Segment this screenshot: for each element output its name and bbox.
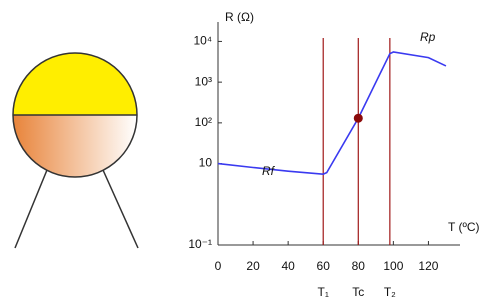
threshold-label: T₂ (384, 285, 396, 299)
x-tick-label: 40 (281, 259, 295, 273)
x-tick-label: 0 (215, 259, 222, 273)
y-tick-label: 10 (199, 156, 213, 170)
threshold-label: T₁ (318, 285, 329, 299)
x-axis-title: T (ºC) (448, 220, 480, 234)
y-tick-label: 10² (195, 115, 212, 129)
tc-point (354, 114, 363, 123)
thermistor-icon (13, 53, 138, 248)
page: R (Ω) T (ºC) 10⁻¹ 10 10² 10³ 10⁴ 0 20 40 60 80 100… (0, 0, 499, 300)
series-line (218, 52, 446, 174)
y-axis-title: R (Ω) (225, 10, 254, 24)
x-tick-label: 80 (352, 259, 366, 273)
x-tick-label: 100 (383, 259, 403, 273)
y-tick-label: 10⁻¹ (188, 237, 212, 251)
y-tick-label: 10³ (195, 74, 212, 88)
threshold-label: Tc (352, 285, 364, 299)
curve-annotation: Rf (262, 164, 276, 178)
x-tick-label: 20 (246, 259, 260, 273)
y-tick-label: 10⁴ (193, 34, 212, 48)
x-tick-label: 120 (418, 259, 438, 273)
x-tick-label: 60 (317, 259, 331, 273)
curve-annotation: Rp (420, 30, 436, 44)
